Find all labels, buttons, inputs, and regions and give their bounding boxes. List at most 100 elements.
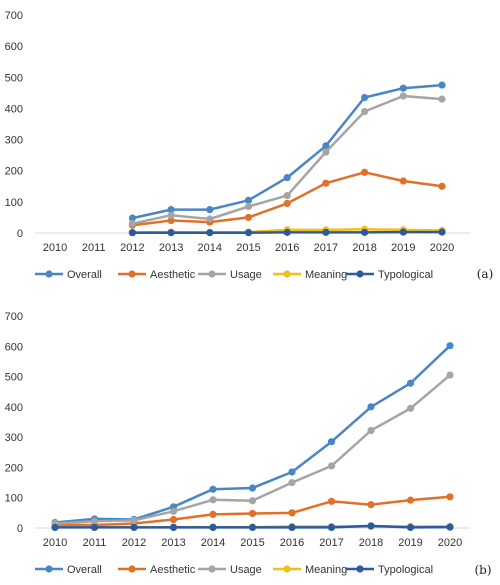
y-tick-label: 0 bbox=[17, 228, 23, 240]
x-tick-label: 2012 bbox=[120, 242, 144, 254]
x-tick-label: 2018 bbox=[359, 537, 383, 549]
legend-swatch-marker bbox=[128, 565, 136, 573]
legend-item-aesthetic: Aesthetic bbox=[118, 564, 196, 576]
series-overall-point bbox=[283, 173, 291, 182]
legend-swatch-marker bbox=[283, 270, 291, 278]
series-aesthetic-point bbox=[209, 510, 217, 518]
chart-panel-1: 0 100 200 300 400 500 600 700 2010 2011 2012 2013 20… bbox=[5, 10, 494, 281]
legend-label: Usage bbox=[230, 269, 262, 281]
series-aesthetic-point bbox=[361, 168, 369, 176]
series-overall-point bbox=[327, 438, 336, 446]
series-aesthetic-point bbox=[167, 216, 175, 225]
series-aesthetic-point bbox=[322, 179, 330, 187]
legend-label: Aesthetic bbox=[150, 564, 196, 576]
panel-label: (a) bbox=[477, 267, 494, 281]
series-typological-point bbox=[169, 523, 178, 531]
series-typological-point bbox=[167, 229, 175, 237]
x-tick-label: 2017 bbox=[314, 242, 338, 254]
series-usage-point bbox=[130, 516, 138, 525]
legend-label: Meaning bbox=[305, 269, 347, 281]
series-usage-point bbox=[283, 192, 291, 200]
y-tick-label: 700 bbox=[5, 10, 23, 22]
x-tick-label: 2015 bbox=[240, 537, 264, 549]
series-typological-point bbox=[51, 523, 59, 531]
legend-item-usage: Usage bbox=[198, 269, 262, 281]
legend-item-typological: Typological bbox=[346, 564, 433, 576]
series-typological-point bbox=[406, 523, 415, 531]
x-tick-label: 2019 bbox=[391, 242, 415, 254]
y-tick-label: 0 bbox=[17, 523, 23, 535]
series-overall-point bbox=[406, 379, 415, 387]
legend-label: Overall bbox=[67, 269, 102, 281]
legend-item-overall: Overall bbox=[35, 564, 102, 576]
series-usage-point bbox=[206, 215, 214, 223]
series-overall-point bbox=[446, 342, 454, 350]
series-usage-point bbox=[367, 426, 375, 435]
series-aesthetic-point bbox=[406, 496, 415, 504]
series-aesthetic-point bbox=[438, 182, 446, 190]
legend-item-overall: Overall bbox=[35, 269, 102, 281]
legend-item-aesthetic: Aesthetic bbox=[118, 269, 196, 281]
y-tick-label: 400 bbox=[5, 402, 23, 414]
legend-item-meaning: Meaning bbox=[273, 269, 347, 281]
series-typological-point bbox=[128, 229, 136, 237]
series-aesthetic-point bbox=[283, 199, 291, 208]
series-overall-point bbox=[361, 93, 369, 102]
legend-swatch-marker bbox=[128, 270, 136, 278]
series-usage-point bbox=[322, 148, 330, 156]
series-usage-point bbox=[209, 496, 217, 504]
y-tick-label: 300 bbox=[5, 432, 23, 444]
legend-item-typological: Typological bbox=[346, 269, 433, 281]
legend-swatch-marker bbox=[45, 270, 53, 278]
series-overall-point bbox=[322, 142, 330, 150]
y-tick-label: 300 bbox=[5, 135, 23, 147]
series-usage-point bbox=[90, 517, 99, 525]
y-tick-label: 500 bbox=[5, 72, 23, 84]
series-overall-point bbox=[128, 214, 136, 222]
series-overall-line bbox=[54, 344, 451, 524]
legend-swatch-marker bbox=[283, 565, 291, 573]
legend-swatch-marker bbox=[208, 565, 216, 573]
series-usage-point bbox=[288, 478, 296, 487]
series-usage-point bbox=[446, 371, 454, 379]
x-tick-label: 2011 bbox=[82, 242, 106, 254]
x-tick-label: 2013 bbox=[159, 242, 183, 254]
legend-label: Aesthetic bbox=[150, 269, 196, 281]
legend-label: Meaning bbox=[305, 564, 347, 576]
series-overall-point bbox=[438, 81, 446, 89]
series-aesthetic-point bbox=[248, 509, 257, 518]
x-tick-label: 2011 bbox=[83, 537, 107, 549]
y-tick-label: 200 bbox=[5, 166, 23, 178]
series-typological-point bbox=[209, 523, 217, 531]
series-typological-point bbox=[438, 228, 446, 236]
series-typological-point bbox=[327, 523, 336, 531]
legend-label: Usage bbox=[230, 564, 262, 576]
series-typological-point bbox=[322, 228, 330, 236]
series-aesthetic-point bbox=[446, 493, 454, 501]
series-overall-point bbox=[248, 484, 257, 492]
x-tick-label: 2010 bbox=[43, 242, 67, 254]
series-typological-point bbox=[90, 523, 99, 531]
series-typological-point bbox=[248, 523, 257, 531]
y-tick-label: 200 bbox=[5, 462, 23, 474]
series-typological-point bbox=[446, 523, 454, 531]
y-tick-label: 500 bbox=[5, 372, 23, 384]
series-overall-point bbox=[399, 84, 407, 92]
series-typological-point bbox=[288, 523, 296, 531]
series-overall-point bbox=[367, 403, 375, 411]
x-tick-label: 2012 bbox=[122, 537, 146, 549]
x-tick-label: 2020 bbox=[430, 242, 454, 254]
y-tick-label: 600 bbox=[5, 341, 23, 353]
series-usage-point bbox=[128, 220, 136, 228]
y-tick-label: 700 bbox=[5, 311, 23, 323]
series-usage-point bbox=[438, 95, 446, 103]
panel-label: (b) bbox=[474, 563, 491, 577]
legend-label: Typological bbox=[378, 269, 433, 281]
legend-item-usage: Usage bbox=[198, 564, 262, 576]
series-usage-point bbox=[406, 404, 415, 412]
series-overall-point bbox=[209, 485, 217, 493]
series-typological-point bbox=[399, 228, 407, 236]
series-usage-point bbox=[248, 497, 257, 505]
x-tick-label: 2016 bbox=[275, 242, 299, 254]
